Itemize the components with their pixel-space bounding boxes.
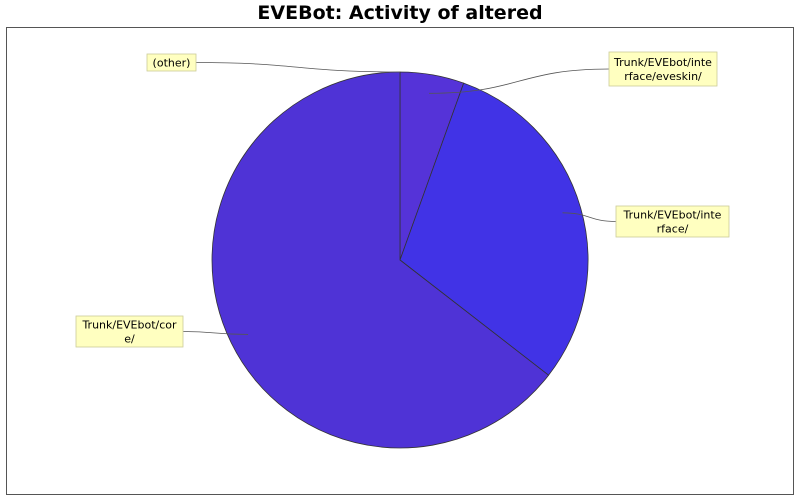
- slice-label-text: (other): [153, 57, 191, 70]
- slice-label-text: rface/: [657, 223, 689, 236]
- pie-slice: [211, 71, 550, 449]
- chart-title: EVEBot: Activity of altered: [257, 2, 543, 24]
- slice-label-text: e/: [124, 333, 135, 346]
- pie-slice: [399, 82, 589, 376]
- slice-label-text: Trunk/EVEbot/inte: [613, 56, 712, 69]
- slice-label-text: Trunk/EVEbot/cor: [81, 319, 177, 332]
- label-box: [75, 315, 184, 348]
- slice-label: (other): [146, 53, 197, 72]
- label-box: [615, 205, 730, 238]
- label-box: [146, 53, 197, 72]
- slice-label-text: rface/eveskin/: [624, 70, 702, 83]
- leader-line: [429, 68, 610, 94]
- leader-line: [182, 331, 249, 335]
- leader-line: [195, 62, 401, 73]
- label-box: [608, 51, 718, 87]
- leader-line: [562, 212, 617, 222]
- slice-label-text: Trunk/EVEbot/inte: [623, 209, 722, 222]
